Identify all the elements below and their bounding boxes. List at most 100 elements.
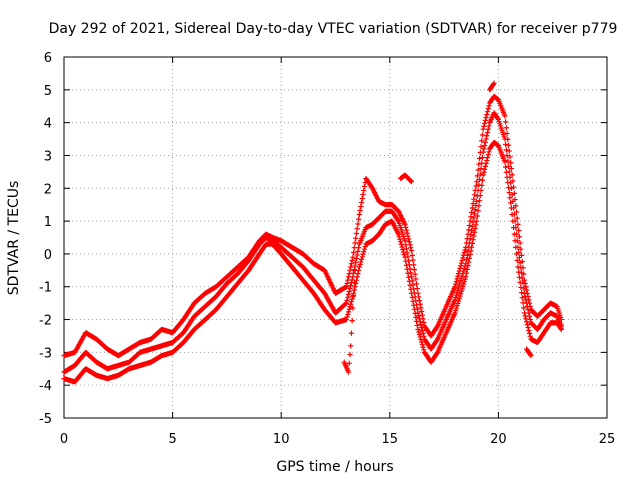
data-point (355, 248, 361, 254)
data-point (459, 286, 465, 292)
data-point (408, 286, 414, 292)
data-point (453, 305, 460, 311)
data-point (348, 299, 355, 305)
data-point (516, 234, 522, 240)
data-point (351, 270, 357, 276)
data-point (355, 271, 361, 277)
data-point (453, 307, 459, 314)
data-point (466, 259, 472, 265)
data-point (357, 207, 363, 214)
data-point (503, 164, 509, 170)
data-point (413, 314, 419, 320)
data-point (421, 347, 427, 353)
data-point (527, 351, 533, 358)
data-point (414, 322, 420, 328)
data-point (479, 132, 486, 138)
data-point (413, 318, 420, 324)
data-point (505, 179, 511, 186)
data-point (418, 337, 424, 343)
data-point (402, 238, 408, 244)
data-point (516, 274, 522, 280)
data-point (397, 236, 403, 242)
data-point (359, 254, 365, 260)
data-point (508, 205, 515, 211)
data-point (471, 211, 478, 217)
data-point (482, 117, 488, 124)
data-point (503, 141, 509, 148)
data-point (469, 223, 475, 229)
data-point (479, 138, 485, 144)
data-point (485, 152, 491, 158)
y-tick-labels: -5 -4 -3 -2 -1 0 1 2 3 4 5 6 (39, 51, 52, 427)
data-point (343, 300, 349, 306)
data-point (395, 217, 401, 223)
data-point (484, 157, 490, 164)
data-point (457, 280, 463, 286)
data-point (408, 290, 415, 296)
data-point (358, 199, 365, 206)
data-point (459, 257, 465, 264)
data-point (473, 183, 479, 189)
data-point (408, 245, 414, 251)
data-point (522, 293, 528, 300)
data-point (353, 230, 360, 237)
data-point (521, 290, 528, 296)
data-point (348, 261, 355, 267)
data-point (395, 231, 402, 237)
data-point (483, 160, 489, 167)
data-point (349, 296, 355, 302)
data-point (506, 190, 512, 196)
data-point (519, 295, 525, 301)
data-point (518, 246, 524, 252)
data-point (524, 287, 530, 293)
data-point (521, 285, 527, 291)
data-point (479, 177, 486, 183)
data-point (419, 327, 425, 334)
data-point (455, 271, 462, 277)
data-point (477, 171, 483, 177)
data-point (464, 252, 470, 259)
data-point (348, 264, 354, 270)
data-point (405, 233, 411, 239)
data-point (345, 291, 352, 297)
data-point (344, 297, 350, 303)
data-point (468, 214, 474, 220)
data-point (419, 324, 425, 331)
data-point (471, 192, 478, 198)
data-points (61, 80, 564, 385)
y-tick-label: 0 (44, 248, 52, 263)
data-point (474, 218, 480, 224)
data-point (507, 154, 513, 160)
data-point (406, 239, 412, 245)
y-tick-label: 5 (44, 84, 52, 99)
x-tick-label: 20 (490, 432, 507, 447)
data-point (409, 294, 415, 300)
data-point (503, 125, 509, 131)
data-point (476, 203, 482, 209)
data-point (518, 270, 525, 276)
data-point (524, 319, 530, 325)
data-point (505, 142, 512, 148)
data-point (453, 292, 460, 298)
data-point (469, 227, 475, 234)
data-point (404, 250, 410, 256)
data-point (434, 350, 440, 357)
data-point (495, 115, 501, 121)
data-point (401, 252, 407, 258)
data-point (462, 276, 468, 282)
data-point (458, 288, 465, 294)
data-point (345, 369, 352, 375)
data-point (477, 192, 483, 199)
data-point (470, 200, 476, 207)
data-point (468, 232, 474, 238)
data-point (351, 280, 357, 286)
data-point (346, 288, 352, 295)
data-point (506, 148, 512, 154)
data-point (403, 258, 409, 264)
data-point (517, 240, 523, 246)
data-point (353, 256, 360, 262)
data-point (484, 112, 490, 118)
data-point (504, 174, 510, 180)
y-tick-label: 1 (44, 215, 52, 230)
